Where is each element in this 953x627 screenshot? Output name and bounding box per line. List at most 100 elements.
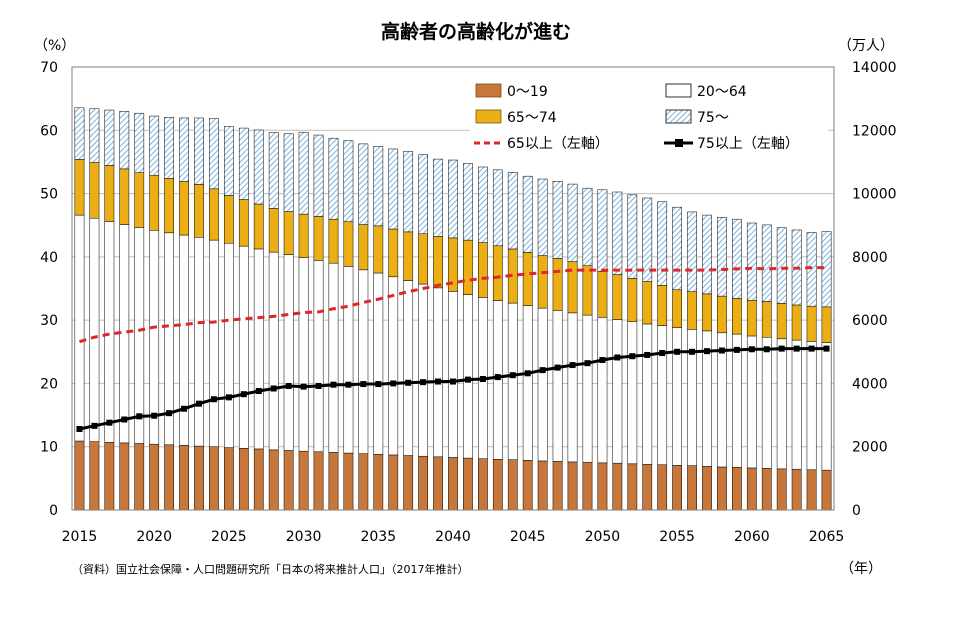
bar-age-75-plus [806,232,817,307]
bar-age-75-plus [746,222,757,301]
bar-age-75-plus [328,137,339,220]
bar-age-20-64 [746,335,757,469]
bar-age-75-plus [298,131,309,215]
legend-swatch-20-64 [665,83,692,98]
right-axis-tick-label: 0 [852,503,861,519]
line-75-plus-marker [629,353,636,360]
line-75-plus-marker [704,348,710,355]
line-75-plus-marker [763,346,770,353]
bar-age-65-74 [74,159,85,216]
bar-age-75-plus [268,132,279,209]
right-axis-tick-label: 10000 [852,187,897,203]
right-axis-tick-label: 2000 [852,440,888,456]
bar-age-0-19 [238,448,249,511]
bar-age-65-74 [149,174,160,231]
line-75-plus-marker [255,388,262,395]
bar-age-65-74 [358,224,369,271]
bar-age-75-plus [134,112,145,173]
bar-age-65-74 [194,184,204,238]
bar-age-20-64 [612,319,623,464]
bar-age-0-19 [478,458,488,511]
bar-age-65-74 [776,303,787,340]
bar-age-65-74 [687,291,697,330]
bar-age-65-74 [702,293,712,332]
bar-age-65-74 [89,161,100,219]
bar-age-75-plus [597,189,608,272]
bar-age-20-64 [403,280,414,456]
legend-swatch-75-plus [665,109,692,124]
bar-age-20-64 [328,262,339,453]
bar-age-65-74 [746,299,757,337]
bar-age-20-64 [672,327,682,466]
bar-age-0-19 [74,440,85,511]
line-75-plus-marker [420,379,427,386]
line-75-plus-marker [76,425,83,432]
bar-age-65-74 [612,274,623,320]
bar-age-20-64 [179,234,189,446]
bar-age-75-plus [582,187,593,266]
bar-age-0-19 [522,460,533,511]
bar-age-20-64 [552,310,563,462]
bar-age-20-64 [209,239,219,447]
x-axis: 2015 2020 2025 2030 2035 2040 2045 2050 2055 2060… [62,529,845,545]
line-75-plus-marker [225,394,232,401]
bar-age-65-74 [791,304,802,341]
bar-age-65-74 [433,236,443,289]
bar-age-65-74 [522,252,533,306]
bar-age-20-64 [238,245,249,449]
bar-age-75-plus [104,109,115,166]
line-75-plus-marker [166,410,173,417]
bar-age-0-19 [313,451,324,511]
bar-age-75-plus [149,115,160,176]
bar-age-75-plus [478,166,488,243]
bar-age-65-74 [253,203,264,250]
bar-age-75-plus [119,111,130,170]
bar-age-65-74 [627,278,638,322]
bar-age-0-19 [194,445,204,511]
line-series [76,266,830,432]
bar-age-20-64 [343,266,354,454]
bar-age-0-19 [373,454,384,511]
bar-age-65-74 [492,245,503,301]
bar-age-0-19 [582,461,593,511]
bar-age-0-19 [687,465,697,511]
legend-label-0-19: 0〜19 [507,84,548,100]
line-75-plus-marker [196,400,202,407]
line-75-plus-marker [718,347,725,354]
bar-age-20-64 [313,260,324,453]
line-75-plus-marker [300,383,307,390]
legend-box [470,68,828,163]
bar-age-20-64 [821,342,832,471]
bar-age-20-64 [224,243,234,448]
line-75-plus-marker [435,378,442,385]
bar-age-20-64 [253,248,264,450]
bar-age-0-19 [567,461,578,511]
bar-age-20-64 [74,214,85,442]
bar-age-20-64 [537,307,548,462]
bar-age-20-64 [388,276,399,456]
x-axis-tick-label: 2055 [659,529,695,545]
bar-age-75-plus [776,227,787,304]
bar-age-20-64 [582,314,593,463]
right-axis-tick-label: 14000 [852,60,897,76]
bar-age-65-74 [119,168,130,225]
left-axis-tick-label: 50 [40,187,58,203]
bar-age-0-19 [283,450,294,511]
right-axis-tick-label: 4000 [852,376,888,392]
bar-age-75-plus [358,143,369,225]
bar-age-75-plus [194,117,204,185]
bar-age-75-plus [313,134,324,217]
line-75-plus-marker [91,422,98,429]
bar-age-0-19 [268,449,279,511]
bar-age-75-plus [89,108,100,163]
bar-age-65-74 [806,305,817,342]
bar-age-65-74 [313,216,324,261]
right-axis-tick-label: 8000 [852,250,888,266]
line-75-plus-marker [315,382,322,389]
line-75-plus-marker [733,346,740,353]
bar-age-65-74 [732,298,742,335]
line-65-plus [79,266,827,344]
bar-age-0-19 [253,448,264,511]
bar-age-0-19 [761,467,772,511]
line-75-plus-marker [450,378,456,385]
